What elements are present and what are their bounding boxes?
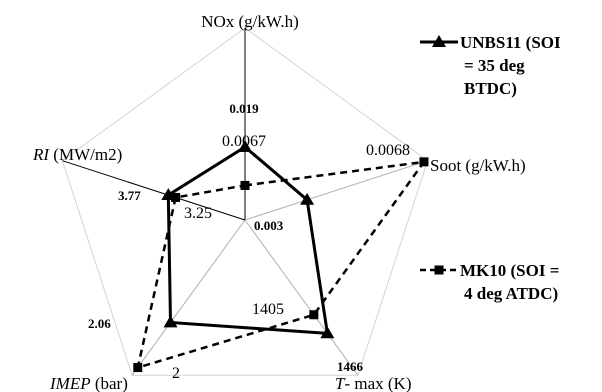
legend: UNBS11 (SOI = 35 deg BTDC) MK10 (SOI = 4 deg…	[420, 33, 561, 303]
axis-title-tmax: T- max (K)	[335, 374, 412, 392]
value-labels: 0.019 0.003 1466 2.06 3.77 0.0067 0.0068 1405 2 3…	[88, 101, 410, 382]
axis-title-italic-tmax: T	[335, 374, 346, 392]
axis-titles: NOx (g/kW.h) Soot (g/kW.h) T- max (K) IMEP …	[32, 12, 526, 392]
series-marker-1-imep	[133, 363, 143, 373]
axis-line-soot	[244, 160, 428, 221]
axis-title-italic-ri: RI	[32, 145, 50, 164]
series-marker-1-nox	[240, 180, 250, 190]
series-marker-0-nox	[238, 140, 252, 152]
axis-title-rest-imep: (bar)	[91, 374, 128, 392]
axis-title-soot: Soot (g/kW.h)	[430, 156, 526, 175]
axis-title-imep: IMEP (bar)	[49, 374, 128, 392]
radar-series	[133, 140, 429, 373]
axis-line-tmax	[244, 219, 359, 376]
legend-marker-1	[434, 265, 444, 275]
value-label-0-soot: 0.003	[254, 218, 284, 233]
legend-label-0-0: UNBS11 (SOI	[460, 33, 561, 52]
value-label-0-imep: 2.06	[88, 316, 111, 331]
value-label-1-nox: 0.0067	[222, 133, 266, 150]
value-label-1-ri: 3.25	[184, 205, 212, 222]
value-label-1-soot: 0.0068	[366, 142, 410, 159]
legend-label-0-1: = 35 deg	[464, 56, 525, 75]
series-marker-1-tmax	[309, 310, 319, 320]
series-marker-1-soot	[419, 157, 429, 167]
radar-grid	[61, 27, 429, 376]
legend-marker-0	[432, 35, 446, 47]
axis-title-nox: NOx (g/kW.h)	[201, 12, 299, 31]
series-line-1	[136, 160, 427, 370]
grid-ring	[61, 27, 429, 376]
legend-label-0-2: BTDC)	[464, 79, 517, 98]
series-marker-0-tmax	[320, 326, 335, 339]
series-marker-0-soot	[300, 192, 315, 205]
axis-title-rest-tmax: - max (K)	[344, 374, 411, 392]
value-label-0-ri: 3.77	[118, 188, 141, 203]
value-label-1-imep: 2	[172, 365, 180, 382]
legend-label-1-0: MK10 (SOI =	[460, 261, 559, 280]
axis-title-italic-imep: IMEP	[49, 374, 91, 392]
axis-line-imep	[131, 219, 246, 376]
value-label-1-tmax: 1405	[252, 301, 284, 318]
series-line-0	[166, 145, 330, 336]
series-marker-0-imep	[163, 315, 178, 328]
legend-label-1-1: 4 deg ATDC)	[464, 284, 558, 303]
value-label-0-nox: 0.019	[229, 101, 259, 116]
axis-title-rest-ri: (MW/m2)	[49, 145, 122, 164]
value-label-0-tmax: 1466	[337, 359, 364, 374]
series-marker-1-ri	[171, 192, 181, 202]
axis-line-ri	[62, 160, 246, 221]
axis-title-ri: RI (MW/m2)	[32, 145, 122, 164]
